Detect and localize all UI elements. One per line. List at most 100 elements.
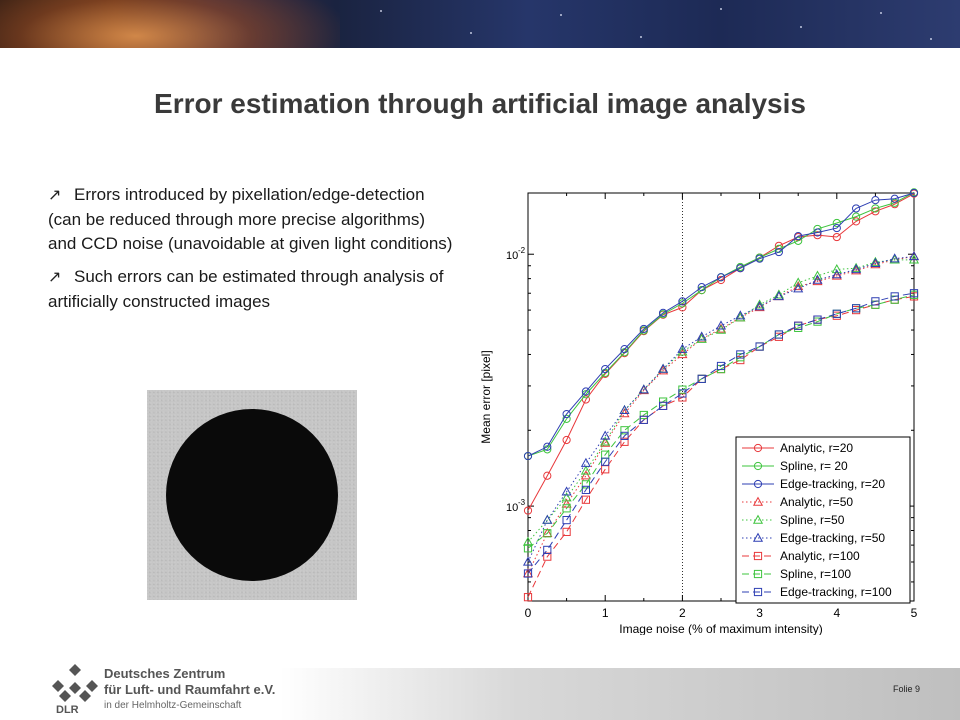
- data-point: [581, 495, 591, 504]
- x-tick-label: 1: [602, 606, 609, 620]
- data-point: [697, 374, 706, 383]
- data-point: [773, 289, 784, 299]
- data-point: [812, 274, 823, 284]
- y-axis-label: Mean error [pixel]: [479, 350, 493, 443]
- data-point: [813, 228, 822, 237]
- data-point: [659, 397, 668, 406]
- data-point: [620, 431, 629, 440]
- data-point: [871, 207, 880, 216]
- data-point: [542, 514, 553, 524]
- data-point: [774, 247, 783, 257]
- data-point: [562, 414, 571, 423]
- legend-label: Analytic, r=20: [780, 441, 853, 455]
- data-point: [852, 204, 861, 213]
- data-point: [562, 504, 571, 513]
- data-point: [889, 254, 900, 264]
- star: [880, 12, 882, 14]
- legend-box: [735, 436, 911, 604]
- x-axis-label: Image noise (% of maximum intensity): [619, 622, 822, 635]
- data-point: [601, 457, 610, 466]
- data-point: [831, 270, 842, 280]
- data-point: [813, 315, 822, 324]
- data-point: [677, 343, 688, 353]
- data-point: [620, 437, 629, 446]
- data-point: [523, 593, 533, 602]
- data-point: [543, 471, 552, 480]
- data-point: [793, 277, 804, 287]
- data-point: [774, 330, 783, 339]
- legend-marker: [752, 532, 764, 542]
- data-point: [522, 536, 534, 546]
- legend-label: Spline, r= 20: [780, 459, 848, 473]
- legend-marker: [753, 479, 763, 489]
- bullet-item: ↗ Errors introduced by pixellation/edge-d…: [48, 183, 458, 256]
- data-point: [600, 430, 611, 440]
- bullet-text: Errors introduced by pixellation/edge-de…: [48, 185, 453, 253]
- data-point: [580, 457, 591, 467]
- data-point: [620, 345, 629, 354]
- data-point: [851, 265, 862, 275]
- data-point: [755, 254, 764, 263]
- data-point: [523, 506, 533, 515]
- data-point: [543, 442, 552, 451]
- data-point: [812, 270, 823, 280]
- legend-label: Analytic, r=50: [780, 495, 853, 509]
- data-point: [658, 365, 669, 375]
- arrow-icon: ↗: [48, 187, 62, 204]
- data-point: [754, 301, 765, 311]
- org-line1: Deutsches Zentrum: [104, 666, 226, 681]
- data-point: [523, 569, 533, 578]
- data-point: [562, 515, 571, 525]
- data-point: [909, 188, 919, 198]
- data-point: [562, 409, 571, 419]
- star: [470, 32, 472, 34]
- data-point: [852, 217, 861, 226]
- data-point: [659, 401, 668, 410]
- legend-marker: [753, 587, 763, 597]
- legend-label: Edge-tracking, r=20: [780, 477, 885, 491]
- legend-label: Analytic, r=100: [780, 549, 860, 563]
- legend-label: Edge-tracking, r=50: [780, 531, 885, 545]
- data-point: [581, 485, 591, 494]
- data-point: [523, 451, 533, 461]
- data-point: [678, 389, 687, 398]
- data-point: [523, 544, 533, 553]
- series-line-6: [527, 295, 915, 598]
- data-point: [832, 232, 841, 242]
- data-point: [832, 309, 841, 318]
- planet-image: [0, 0, 340, 48]
- org-sub: in der Helmholtz-Gemeinschaft: [104, 700, 242, 711]
- data-point: [736, 350, 745, 359]
- series-line-8: [527, 292, 915, 574]
- data-point: [600, 437, 611, 447]
- data-point: [851, 262, 862, 272]
- data-point: [581, 390, 591, 399]
- y-tick-label: 10: [506, 250, 518, 262]
- data-point: [890, 194, 899, 203]
- data-point: [870, 256, 881, 266]
- data-point: [696, 331, 707, 341]
- bullet-text: Such errors can be estimated through ana…: [48, 267, 444, 311]
- header-banner: [0, 0, 960, 48]
- data-point: [832, 218, 841, 228]
- x-tick-label: 5: [911, 606, 918, 620]
- data-point: [562, 527, 571, 536]
- legend-label: Spline, r=100: [780, 567, 851, 581]
- legend-marker: [753, 569, 763, 579]
- data-point: [890, 292, 899, 301]
- data-point: [754, 299, 765, 309]
- page-number: Folie 9: [892, 684, 920, 694]
- data-point: [715, 320, 727, 330]
- x-tick-label: 0: [525, 606, 532, 620]
- legend-label: Edge-tracking, r=100: [780, 585, 892, 599]
- data-point: [639, 410, 648, 420]
- data-point: [871, 297, 880, 306]
- y-tick-exponent: -2: [518, 246, 526, 255]
- data-point: [677, 349, 688, 359]
- data-point: [639, 415, 648, 424]
- data-point: [794, 236, 803, 245]
- data-point: [831, 269, 842, 279]
- data-point: [716, 361, 726, 371]
- legend-marker: [752, 496, 764, 506]
- star: [380, 10, 382, 12]
